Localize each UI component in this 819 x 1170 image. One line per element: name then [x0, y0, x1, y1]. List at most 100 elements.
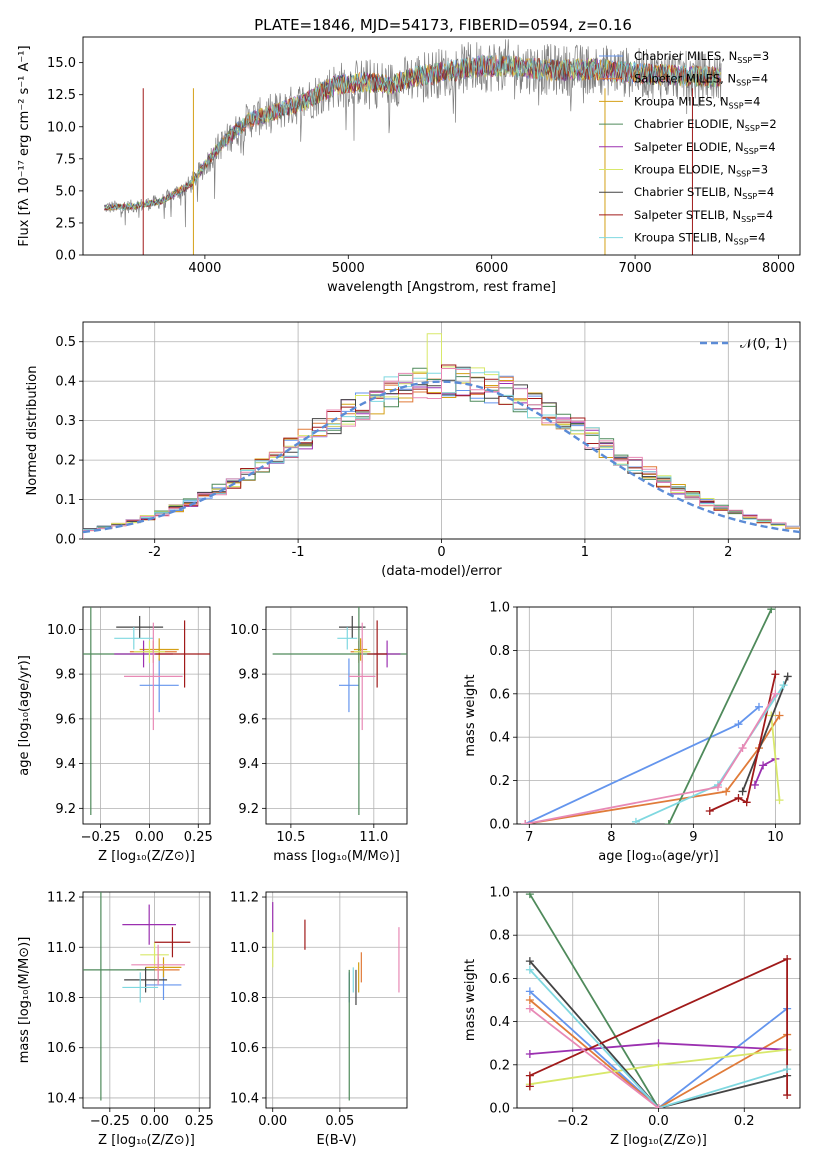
weight-marker-chab_miles	[525, 987, 534, 996]
weight-marker-chab_miles	[734, 720, 743, 729]
spectrum-legend: Chabrier MILES, NSSP=3 Salpeter MILES, NS…	[599, 49, 777, 247]
spectrum-axes: 4000 5000 6000 7000 8000 0.0 2.5 5.0 7.5 10.0 12.5…	[17, 36, 801, 295]
weight-marker-salp_stelib	[525, 1082, 534, 1091]
weight_vs_age-axes: 7 8 9 10 0.0 0.2 0.4 0.6 0.8 1.0 age [log₁₀(age/yr…	[463, 601, 801, 864]
x-tick-label: 9	[689, 830, 697, 845]
weight_vs_age-frame	[516, 606, 801, 825]
x-axis-label: Z [log₁₀(Z/Z⊙)]	[610, 1133, 707, 1148]
y-tick-label: 15.0	[47, 56, 76, 71]
residuals-axes: -2 -1 0 1 2 0.0 0.1 0.2 0.3 0.4 0.5 (data-model)/er…	[25, 321, 801, 579]
legend-entry: Chabrier STELIB, NSSP=4	[634, 185, 774, 201]
y-tick-label: 2.5	[55, 216, 76, 231]
y-tick-label: 0.4	[489, 1015, 510, 1030]
weight-marker-salp_elodie	[654, 1039, 663, 1048]
x-tick-label: 10.5	[276, 830, 305, 845]
legend-entry: Kroupa STELIB, NSSP=4	[634, 231, 765, 247]
weight-marker-krou_stelib	[631, 817, 640, 824]
y-tick-label: 9.6	[55, 712, 76, 727]
age_vs_Z-axes: −0.25 0.00 0.25 9.2 9.4 9.6 9.8 10.0 Z [log₁₀(Z/…	[17, 606, 213, 864]
weight-marker-pink	[521, 820, 530, 824]
weight-line-chab_miles	[529, 990, 788, 1108]
weight-marker-chab_miles	[754, 702, 763, 711]
y-axis-label: mass weight	[463, 959, 478, 1041]
x-tick-label: 8	[607, 830, 615, 845]
y-axis-label: age [log₁₀(age/yr)]	[17, 655, 32, 776]
x-tick-label: 1	[581, 545, 589, 560]
x-tick-label: 6000	[475, 261, 508, 276]
weight-line-krou_stelib	[529, 969, 788, 1108]
x-axis-label: Z [log₁₀(Z/Z⊙)]	[98, 1133, 195, 1148]
residual-histograms	[83, 333, 800, 539]
y-tick-label: 0.4	[489, 731, 510, 746]
weight-marker-salp_stelib	[525, 1071, 534, 1080]
model-spectrum-salp_stelib	[104, 55, 722, 211]
y-tick-label: 0.2	[489, 1058, 510, 1073]
weight-marker-chab_elodie	[525, 892, 534, 899]
weight-marker-chab_stelib	[738, 787, 747, 796]
x-tick-label: 4000	[188, 261, 221, 276]
weight-marker-chab_elodie	[664, 820, 673, 824]
weight-line-pink	[525, 693, 777, 824]
y-tick-label: 9.2	[55, 802, 76, 817]
weight-marker-salp_elodie	[750, 780, 759, 789]
x-tick-label: 0.05	[325, 1114, 354, 1129]
x-tick-label: 0.00	[140, 1114, 169, 1129]
y-tick-label: 1.0	[489, 601, 510, 616]
normal-reference-curve	[83, 380, 800, 534]
weight-marker-krou_elodie	[775, 796, 784, 805]
x-tick-label: 0.2	[734, 1114, 755, 1129]
x-tick-label: −0.25	[90, 1114, 130, 1129]
x-tick-label: -1	[292, 545, 305, 560]
y-tick-label: 10.8	[47, 991, 76, 1006]
y-tick-label: 0.3	[55, 414, 76, 429]
x-axis-label: age [log₁₀(age/yr)]	[598, 849, 719, 864]
y-tick-label: 5.0	[55, 184, 76, 199]
weight-marker-salp_stelib	[783, 954, 792, 963]
weight_vs_Z-axes: −0.2 0.0 0.2 0.0 0.2 0.4 0.6 0.8 1.0 Z [log₁₀(Z/Z…	[463, 886, 801, 1148]
weight-marker-salp_stelib	[742, 798, 751, 807]
weight_vs_Z-lines	[525, 892, 792, 1108]
y-tick-label: 0.2	[489, 774, 510, 789]
x-tick-label: −0.2	[557, 1114, 589, 1129]
weight-line-chab_elodie	[667, 608, 773, 824]
legend-entry: Chabrier ELODIE, NSSP=2	[634, 117, 777, 133]
weight-marker-salp_stelib	[734, 793, 743, 802]
y-tick-label: 10.4	[230, 1091, 259, 1106]
x-tick-label: −0.25	[81, 830, 121, 845]
x-axis-label: (data-model)/error	[381, 564, 502, 579]
weight-marker-pink	[771, 689, 780, 698]
age_vs_Z-points	[83, 607, 210, 816]
y-tick-label: 9.4	[238, 757, 259, 772]
weight-line-chab_elodie	[529, 893, 660, 1108]
weight-marker-salp_miles	[722, 787, 731, 796]
y-tick-label: 0.5	[55, 335, 76, 350]
y-axis-label: mass [log₁₀(M/M⊙)]	[17, 937, 32, 1064]
legend-entry: Salpeter ELODIE, NSSP=4	[634, 140, 776, 156]
x-tick-label: -2	[148, 545, 161, 560]
weight-line-salp_elodie	[754, 758, 776, 786]
mass_vs_ebv-frame	[265, 891, 408, 1109]
weight-marker-krou_stelib	[783, 1065, 792, 1074]
weight-marker-krou_stelib	[779, 681, 788, 690]
x-axis-label: E(B-V)	[316, 1133, 356, 1148]
y-tick-label: 9.8	[238, 668, 259, 683]
y-tick-label: 11.2	[47, 891, 76, 906]
y-axis-label: Normed distribution	[25, 366, 40, 496]
weight-marker-salp_stelib	[771, 670, 780, 679]
x-tick-label: 7000	[619, 261, 652, 276]
legend-entry: Salpeter MILES, NSSP=4	[634, 72, 768, 88]
x-tick-label: 0.25	[184, 830, 213, 845]
y-tick-label: 9.4	[55, 757, 76, 772]
weight-line-salp_stelib	[529, 957, 788, 1095]
y-tick-label: 10.4	[47, 1091, 76, 1106]
weight-marker-salp_miles	[775, 711, 784, 720]
y-tick-label: 0.0	[55, 249, 76, 264]
x-tick-label: 5000	[332, 261, 365, 276]
mass_vs_ebv-axes: 0.00 0.05 10.4 10.6 10.8 11.0 11.2 E(B-V)	[230, 891, 408, 1148]
y-tick-label: 0.1	[55, 493, 76, 508]
y-tick-label: 0.0	[489, 1102, 510, 1117]
x-tick-label: 7	[525, 830, 533, 845]
weight-marker-krou_stelib	[525, 965, 534, 974]
weight-marker-chab_elodie	[767, 607, 776, 614]
